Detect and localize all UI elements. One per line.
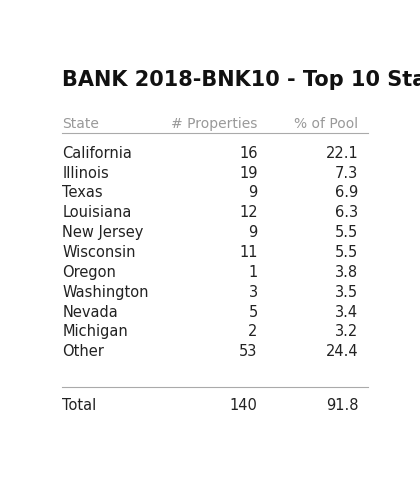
Text: 5.5: 5.5 — [335, 225, 359, 240]
Text: Total: Total — [62, 398, 97, 413]
Text: 9: 9 — [248, 186, 257, 201]
Text: 9: 9 — [248, 225, 257, 240]
Text: Michigan: Michigan — [62, 324, 128, 339]
Text: 12: 12 — [239, 206, 257, 220]
Text: Washington: Washington — [62, 285, 149, 300]
Text: BANK 2018-BNK10 - Top 10 States: BANK 2018-BNK10 - Top 10 States — [62, 70, 420, 90]
Text: Nevada: Nevada — [62, 304, 118, 319]
Text: 2: 2 — [248, 324, 257, 339]
Text: 5: 5 — [248, 304, 257, 319]
Text: 5.5: 5.5 — [335, 245, 359, 260]
Text: Oregon: Oregon — [62, 265, 116, 280]
Text: 19: 19 — [239, 166, 257, 181]
Text: 11: 11 — [239, 245, 257, 260]
Text: 24.4: 24.4 — [326, 344, 359, 359]
Text: 3.5: 3.5 — [335, 285, 359, 300]
Text: New Jersey: New Jersey — [62, 225, 144, 240]
Text: 53: 53 — [239, 344, 257, 359]
Text: 140: 140 — [230, 398, 257, 413]
Text: # Properties: # Properties — [171, 116, 257, 131]
Text: 3.8: 3.8 — [335, 265, 359, 280]
Text: Wisconsin: Wisconsin — [62, 245, 136, 260]
Text: 1: 1 — [248, 265, 257, 280]
Text: 7.3: 7.3 — [335, 166, 359, 181]
Text: Texas: Texas — [62, 186, 103, 201]
Text: Other: Other — [62, 344, 104, 359]
Text: 3.4: 3.4 — [335, 304, 359, 319]
Text: State: State — [62, 116, 99, 131]
Text: Illinois: Illinois — [62, 166, 109, 181]
Text: 16: 16 — [239, 146, 257, 161]
Text: % of Pool: % of Pool — [294, 116, 359, 131]
Text: California: California — [62, 146, 132, 161]
Text: 91.8: 91.8 — [326, 398, 359, 413]
Text: 3: 3 — [249, 285, 257, 300]
Text: 6.3: 6.3 — [335, 206, 359, 220]
Text: Louisiana: Louisiana — [62, 206, 131, 220]
Text: 3.2: 3.2 — [335, 324, 359, 339]
Text: 22.1: 22.1 — [326, 146, 359, 161]
Text: 6.9: 6.9 — [335, 186, 359, 201]
